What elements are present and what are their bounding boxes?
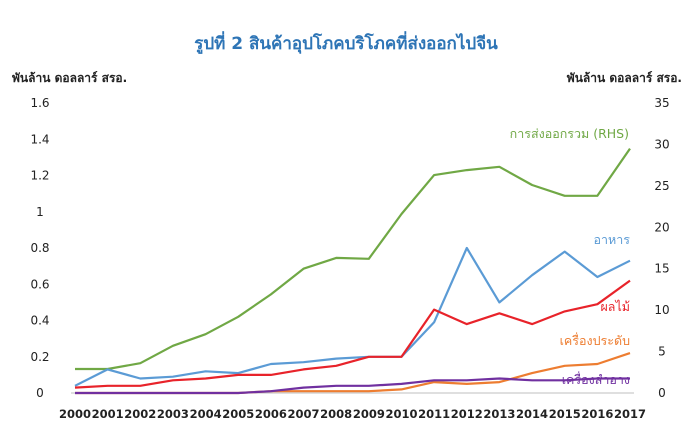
series-label: อาหาร: [594, 232, 631, 247]
y-right-tick-label: 20: [654, 220, 669, 234]
series-line: [75, 353, 630, 393]
series-label: เครื่องสำอาง: [562, 371, 630, 387]
x-tick-label: 2017: [614, 407, 646, 421]
x-tick-label: 2002: [124, 407, 156, 421]
y-left-tick-label: 0.2: [30, 350, 49, 364]
y-left-tick-label: 1: [36, 205, 44, 219]
y-left-tick-label: 1.2: [30, 169, 49, 183]
y-left-tick-label: 0: [36, 386, 44, 400]
x-tick-label: 2003: [157, 407, 189, 421]
x-tick-label: 2008: [320, 407, 352, 421]
x-tick-label: 2006: [255, 407, 287, 421]
y-right-tick-label: 0: [658, 386, 666, 400]
y-left-tick-label: 0.4: [30, 314, 49, 328]
y-left-tick-label: 0.8: [30, 241, 49, 255]
y-right-tick-label: 10: [654, 303, 669, 317]
x-tick-label: 2012: [451, 407, 483, 421]
x-tick-label: 2001: [92, 407, 124, 421]
x-tick-label: 2014: [516, 407, 548, 421]
x-tick-label: 2013: [483, 407, 515, 421]
y-left-tick-label: 1.6: [30, 96, 49, 110]
chart-title: รูปที่ 2 สินค้าอุปโภคบริโภคที่ส่งออกไปจี…: [194, 31, 498, 55]
y-left-tick-label: 1.4: [30, 132, 49, 146]
y-right-tick-label: 25: [654, 179, 669, 193]
x-tick-label: 2010: [385, 407, 417, 421]
series-label: การส่งออกรวม (RHS): [510, 126, 629, 141]
x-tick-label: 2011: [418, 407, 450, 421]
series-label: เครื่องประดับ: [560, 332, 630, 348]
x-tick-label: 2016: [581, 407, 613, 421]
y-right-tick-label: 30: [654, 137, 669, 151]
y-right-tick-label: 15: [654, 262, 669, 276]
x-tick-label: 2004: [190, 407, 222, 421]
series-line: [75, 149, 630, 369]
y-right-tick-label: 5: [658, 345, 666, 359]
y-right-axis-label: พันล้าน ดอลลาร์ สรอ.: [567, 71, 682, 85]
y-left-tick-label: 0.6: [30, 277, 49, 291]
x-tick-label: 2009: [353, 407, 385, 421]
series-line: [75, 248, 630, 386]
x-tick-label: 2005: [222, 407, 254, 421]
x-tick-label: 2000: [59, 407, 91, 421]
series-label: ผลไม้: [600, 299, 630, 314]
x-tick-label: 2015: [549, 407, 581, 421]
series-line: [75, 281, 630, 388]
y-right-tick-label: 35: [654, 96, 669, 110]
y-left-axis-label: พันล้าน ดอลลาร์ สรอ.: [12, 71, 127, 85]
series-lines: [75, 149, 630, 393]
x-tick-label: 2007: [288, 407, 320, 421]
